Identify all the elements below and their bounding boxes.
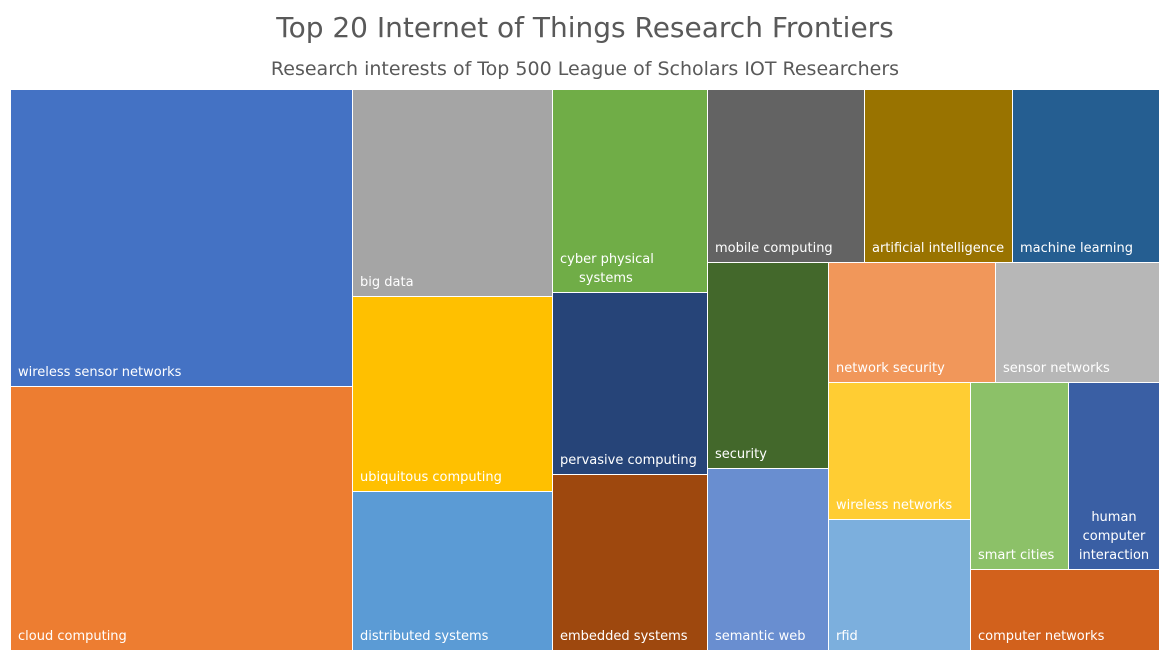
tile-embedded-systems	[553, 475, 707, 650]
tile-label-sensor-networks: sensor networks	[1003, 361, 1110, 376]
tile-label-human-computer-interaction-line-2: computer	[1083, 529, 1146, 544]
tile-wireless-networks	[829, 383, 970, 519]
tile-artificial-intelligence	[865, 90, 1012, 262]
tile-rfid	[829, 520, 970, 650]
tile-smart-cities	[971, 383, 1068, 569]
tile-label-computer-networks: computer networks	[978, 629, 1105, 644]
tile-label-human-computer-interaction-line-1: human	[1091, 510, 1136, 525]
tile-computer-networks	[971, 570, 1159, 650]
tile-human-computer-interaction	[1069, 383, 1159, 569]
tile-label-cyber-physical-systems-line-2: systems	[579, 271, 633, 286]
tile-network-security	[829, 263, 995, 382]
tile-label-mobile-computing: mobile computing	[715, 241, 833, 256]
tile-label-wireless-networks: wireless networks	[836, 498, 952, 513]
tile-label-smart-cities: smart cities	[978, 548, 1054, 563]
tile-label-semantic-web: semantic web	[715, 629, 806, 644]
tile-label-wireless-sensor-networks: wireless sensor networks	[18, 365, 182, 380]
tile-machine-learning	[1013, 90, 1159, 262]
tile-label-security: security	[715, 447, 767, 462]
chart-subtitle: Research interests of Top 500 League of …	[270, 58, 900, 80]
tile-label-embedded-systems: embedded systems	[560, 629, 688, 644]
tile-label-ubiquitous-computing: ubiquitous computing	[360, 470, 502, 485]
tile-label-rfid: rfid	[836, 629, 858, 644]
tile-pervasive-computing	[553, 293, 707, 474]
tile-security	[708, 263, 828, 468]
tile-label-cyber-physical-systems-line-1: cyber physical	[560, 252, 654, 267]
tile-label-big-data: big data	[360, 275, 414, 290]
tile-label-cloud-computing: cloud computing	[18, 629, 127, 644]
tile-distributed-systems	[353, 492, 552, 650]
tile-cloud-computing	[11, 387, 352, 650]
tile-label-human-computer-interaction-line-3: interaction	[1079, 548, 1149, 563]
tile-label-network-security: network security	[836, 361, 945, 376]
chart-title: Top 20 Internet of Things Research Front…	[276, 11, 894, 44]
tile-label-distributed-systems: distributed systems	[360, 629, 489, 644]
tile-big-data	[353, 90, 552, 296]
tile-semantic-web	[708, 469, 828, 650]
tile-label-machine-learning: machine learning	[1020, 241, 1133, 256]
tile-cyber-physical-systems	[553, 90, 707, 292]
tile-label-artificial-intelligence: artificial intelligence	[872, 241, 1004, 256]
tile-ubiquitous-computing	[353, 297, 552, 491]
tile-mobile-computing	[708, 90, 864, 262]
tile-label-pervasive-computing: pervasive computing	[560, 453, 697, 468]
tile-wireless-sensor-networks	[11, 90, 352, 386]
tile-sensor-networks	[996, 263, 1159, 382]
